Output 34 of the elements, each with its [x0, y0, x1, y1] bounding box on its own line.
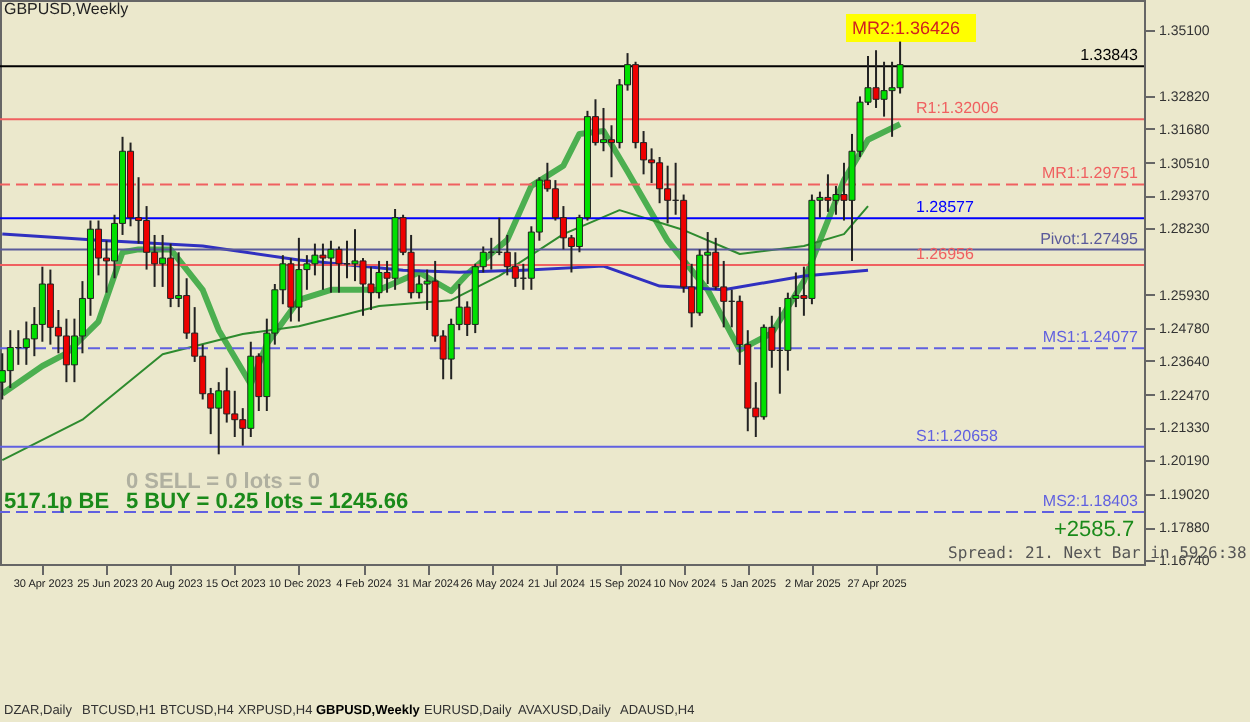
candlestick: [367, 265, 375, 311]
ref-line-label: 1.33843: [1080, 46, 1140, 65]
line-series: [1, 205, 870, 462]
annotation: 517.1p BE: [4, 490, 110, 514]
candlestick: [656, 156, 664, 205]
candlestick: [335, 245, 343, 294]
candlestick: [327, 239, 335, 294]
candlestick: [872, 49, 880, 109]
ref-line-label: 1.26956: [916, 245, 975, 264]
candlestick: [351, 228, 359, 283]
annotation: +2585.7: [1054, 518, 1135, 542]
candlestick: [38, 265, 46, 343]
candlestick: [664, 164, 672, 225]
annotation: MR2:1.36426: [852, 18, 961, 38]
candlestick: [62, 317, 70, 384]
annotation: 5 BUY = 0.25 lots = 1245.66: [126, 490, 409, 514]
candlestick: [167, 242, 175, 309]
candlestick: [319, 242, 327, 291]
ref-line-label: 1.28577: [916, 198, 975, 217]
ref-line-label: S1:1.20658: [916, 426, 999, 445]
candlestick: [6, 329, 14, 389]
ref-line-label: MS1:1.24077: [1042, 328, 1140, 347]
annotation: 0 SELL = 0 lots = 0: [126, 470, 321, 494]
candlestick: [511, 251, 519, 288]
ref-line-label: MR1:1.29751: [1041, 164, 1140, 183]
ref-line-label: R1:1.32006: [916, 99, 1000, 118]
ref-line-label: MS2:1.18403: [1042, 491, 1140, 510]
candlestick: [599, 106, 607, 153]
candlestick: [46, 268, 54, 346]
candlestick: [295, 236, 303, 323]
chart-title: GBPUSD,Weekly: [4, 0, 129, 18]
candlestick: [215, 381, 223, 456]
candlestick: [824, 173, 832, 213]
ref-line-label: Pivot:1.27495: [1040, 229, 1140, 248]
